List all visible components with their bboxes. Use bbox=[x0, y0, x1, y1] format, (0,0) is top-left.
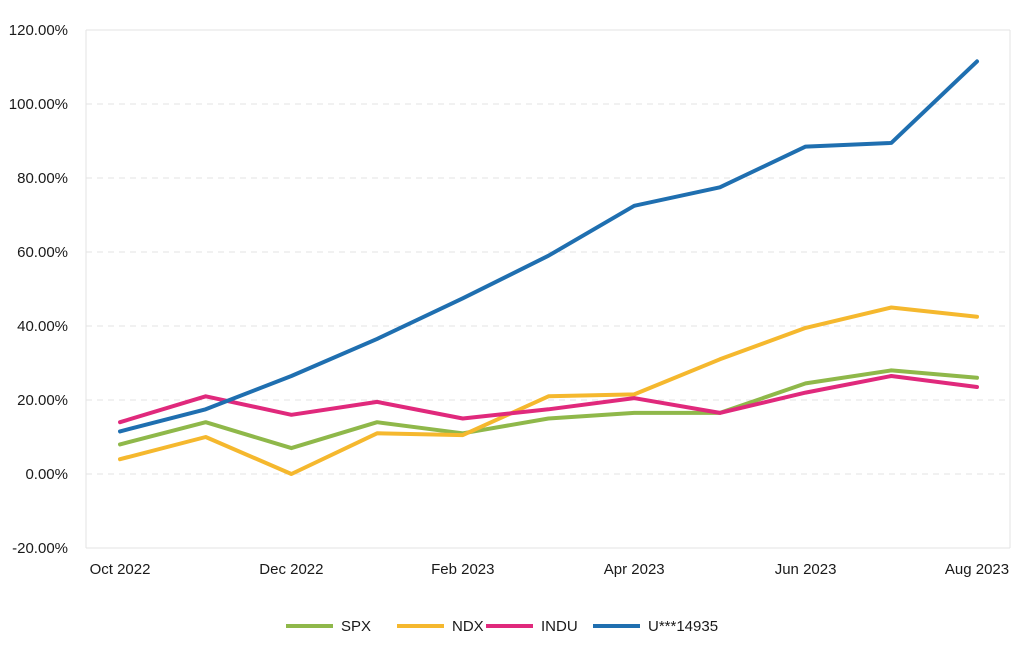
legend-label: SPX bbox=[341, 618, 371, 635]
y-tick-label: 100.00% bbox=[9, 96, 68, 113]
x-tick-label: Feb 2023 bbox=[431, 561, 494, 578]
y-tick-label: 0.00% bbox=[25, 466, 68, 483]
legend-label: NDX bbox=[452, 618, 484, 635]
x-tick-label: Oct 2022 bbox=[90, 561, 151, 578]
y-tick-label: 120.00% bbox=[9, 22, 68, 39]
y-tick-label: -20.00% bbox=[12, 540, 68, 557]
y-tick-label: 40.00% bbox=[17, 318, 68, 335]
series-line-spx bbox=[118, 368, 979, 451]
x-tick-label: Apr 2023 bbox=[604, 561, 665, 578]
series-line-ndx bbox=[118, 305, 979, 476]
x-tick-label: Aug 2023 bbox=[945, 561, 1009, 578]
y-tick-label: 80.00% bbox=[17, 170, 68, 187]
legend-item-spx[interactable]: SPX bbox=[286, 618, 371, 635]
legend-item-ndx[interactable]: NDX bbox=[397, 618, 484, 635]
legend-label: U***14935 bbox=[648, 618, 718, 635]
legend-item-u-14935[interactable]: U***14935 bbox=[593, 618, 718, 635]
axes bbox=[85, 29, 1011, 549]
x-axis-ticks: Oct 2022 Dec 2022 Feb 2023 Apr 2023 Jun 2023… bbox=[90, 561, 1010, 578]
legend-label: INDU bbox=[541, 618, 578, 635]
y-axis-ticks: -20.00% 0.00% 20.00% 40.00% 60.00% 80.00% 100.… bbox=[9, 22, 68, 557]
legend[interactable]: SPX NDX INDU U***14935 bbox=[286, 618, 718, 635]
grid-lines bbox=[86, 103, 1010, 475]
x-tick-label: Jun 2023 bbox=[775, 561, 837, 578]
series-lines bbox=[118, 59, 979, 476]
series-line-u-14935 bbox=[118, 59, 979, 434]
y-tick-label: 20.00% bbox=[17, 392, 68, 409]
legend-item-indu[interactable]: INDU bbox=[486, 618, 578, 635]
series-line-indu bbox=[118, 374, 979, 425]
y-tick-label: 60.00% bbox=[17, 244, 68, 261]
x-tick-label: Dec 2022 bbox=[259, 561, 323, 578]
